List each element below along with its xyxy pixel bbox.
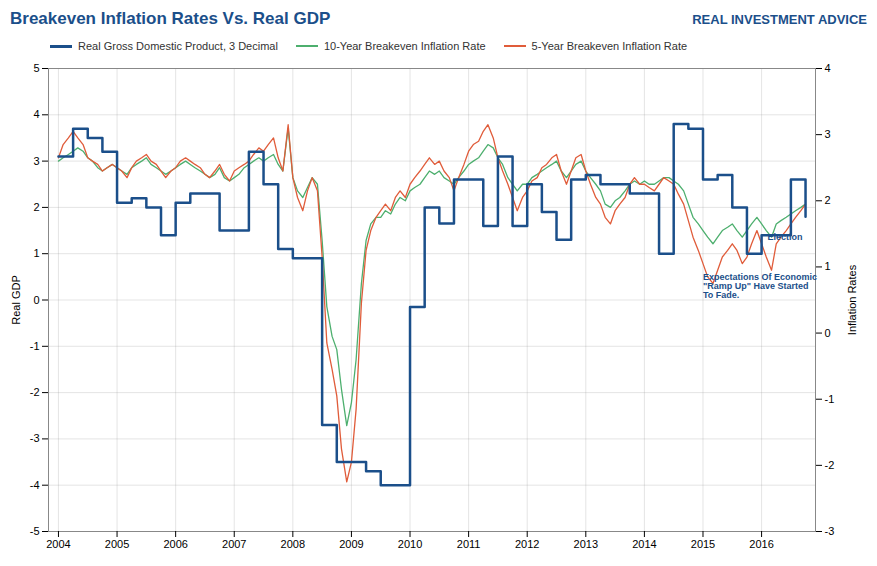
svg-text:5: 5	[33, 62, 39, 74]
svg-text:4: 4	[825, 62, 831, 74]
svg-text:3: 3	[33, 155, 39, 167]
svg-text:-1: -1	[30, 340, 40, 352]
svg-text:0: 0	[825, 327, 831, 339]
svg-text:2011: 2011	[457, 538, 481, 550]
svg-text:2007: 2007	[222, 538, 246, 550]
svg-text:2012: 2012	[515, 538, 539, 550]
svg-text:Election: Election	[767, 232, 802, 242]
svg-text:Inflation Rates: Inflation Rates	[846, 264, 858, 335]
html-text:Real Gross Domestic Product, 3: Real Gross Domestic Product, 3 Decimal	[78, 40, 278, 52]
svg-text:-2: -2	[825, 459, 835, 471]
html-text:Breakeven Inflation Rates Vs.: Breakeven Inflation Rates Vs. Real GDP	[10, 9, 331, 28]
svg-text:2016: 2016	[749, 538, 773, 550]
svg-text:2010: 2010	[398, 538, 422, 550]
svg-text:2: 2	[825, 194, 831, 206]
svg-text:3: 3	[825, 128, 831, 140]
svg-text:1: 1	[825, 260, 831, 272]
svg-text:4: 4	[33, 108, 39, 120]
svg-text:2006: 2006	[163, 538, 187, 550]
svg-text:Expectations Of Economic"Ramp: Expectations Of Economic"Ramp Up" Have S…	[703, 272, 817, 300]
svg-text:-4: -4	[30, 479, 40, 491]
svg-text:2014: 2014	[632, 538, 656, 550]
svg-text:2004: 2004	[46, 538, 70, 550]
svg-text:2013: 2013	[574, 538, 598, 550]
svg-text:2015: 2015	[691, 538, 715, 550]
svg-text:-1: -1	[825, 393, 835, 405]
svg-text:-2: -2	[30, 386, 40, 398]
svg-text:2009: 2009	[339, 538, 363, 550]
svg-text:-3: -3	[30, 432, 40, 444]
html-text:REAL INVESTMENT ADVICE: REAL INVESTMENT ADVICE	[692, 11, 867, 27]
svg-text:2005: 2005	[105, 538, 129, 550]
svg-text:1: 1	[33, 247, 39, 259]
html-text:10-Year Breakeven Inflation Ra: 10-Year Breakeven Inflation Rate	[323, 40, 486, 52]
html-text:5-Year Breakeven Inflation Rat: 5-Year Breakeven Inflation Rate	[531, 40, 688, 52]
svg-text:-5: -5	[30, 525, 40, 537]
svg-text:Real GDP: Real GDP	[10, 275, 22, 325]
svg-text:0: 0	[33, 294, 39, 306]
svg-text:2008: 2008	[281, 538, 305, 550]
svg-text:-3: -3	[825, 525, 835, 537]
svg-text:2: 2	[33, 201, 39, 213]
